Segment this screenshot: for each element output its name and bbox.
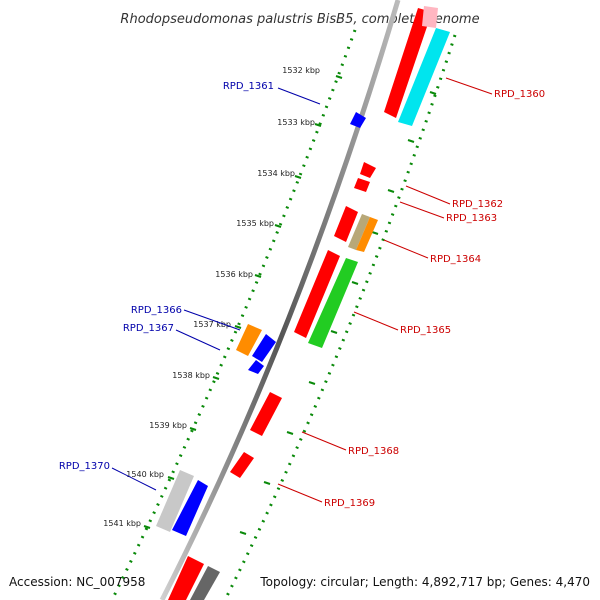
gene-rpd-1370-blue[interactable] (172, 480, 208, 536)
gene-label-rpd-1368[interactable]: RPD_1368 (348, 446, 399, 457)
tick-marks (143, 75, 343, 529)
tick-label: 1533 kbp (277, 118, 315, 127)
gene-rpd-1362[interactable] (360, 162, 376, 178)
gene-label-rpd-1366[interactable]: RPD_1366 (131, 305, 182, 316)
gene-label-rpd-1365[interactable]: RPD_1365 (400, 325, 451, 336)
gene-rpd-1364-orange[interactable] (356, 217, 378, 252)
tick-label: 1541 kbp (103, 519, 141, 528)
topology-text: Topology: circular; Length: 4,892,717 bp… (259, 575, 590, 589)
gene-rpd-1363[interactable] (354, 178, 370, 192)
gene-bottom-red[interactable] (168, 556, 204, 600)
gene-rpd-1360-red[interactable] (384, 8, 432, 118)
gene-label-rpd-1362[interactable]: RPD_1362 (452, 199, 503, 210)
tick-label: 1537 kbp (193, 320, 231, 329)
gene-rpd-1360-pink[interactable] (422, 6, 438, 28)
tick-label: 1540 kbp (126, 470, 164, 479)
outer-dotted-track (223, 34, 457, 600)
tick-label: 1538 kbp (172, 371, 210, 380)
gene-rpd-1367[interactable] (252, 334, 276, 362)
gene-label-rpd-1364[interactable]: RPD_1364 (430, 254, 481, 265)
reverse-genes[interactable] (156, 112, 366, 536)
gene-label-rpd-1370[interactable]: RPD_1370 (59, 461, 110, 472)
outer-tick-marks (239, 91, 437, 535)
gene-label-rpd-1360[interactable]: RPD_1360 (494, 89, 545, 100)
inner-dotted-track (110, 29, 357, 600)
gene-label-rpd-1367[interactable]: RPD_1367 (123, 323, 174, 334)
gene-rpd-1370-grey[interactable] (156, 470, 194, 532)
gene-rpd-1369[interactable] (230, 452, 254, 478)
tick-label: 1539 kbp (149, 421, 187, 430)
genome-backbone (159, 0, 401, 600)
tick-label: 1535 kbp (236, 219, 274, 228)
gene-rpd-1365-red[interactable] (294, 250, 340, 338)
tick-label: 1532 kbp (282, 66, 320, 75)
label-connectors (111, 77, 493, 503)
forward-genes[interactable] (168, 6, 450, 600)
tick-labels: 1532 kbp 1533 kbp 1534 kbp 1535 kbp 1536… (103, 66, 320, 528)
gene-rpd-1360-cyan[interactable] (398, 28, 450, 126)
gene-red-1535[interactable] (334, 206, 358, 242)
accession-text: Accession: NC_007958 (9, 575, 145, 589)
tick-label: 1534 kbp (257, 169, 295, 178)
gene-labels: RPD_1360 RPD_1361 RPD_1362 RPD_1363 RPD_… (59, 81, 545, 509)
gene-rpd-1361[interactable] (350, 112, 366, 128)
gene-small-blue[interactable] (248, 360, 264, 374)
gene-label-rpd-1361[interactable]: RPD_1361 (223, 81, 274, 92)
gene-rpd-1366[interactable] (236, 324, 262, 356)
gene-rpd-1368[interactable] (250, 392, 282, 436)
gene-label-rpd-1369[interactable]: RPD_1369 (324, 498, 375, 509)
gene-bottom-grey[interactable] (190, 566, 220, 600)
gene-rpd-1364-tan[interactable] (348, 214, 370, 250)
tick-label: 1536 kbp (215, 270, 253, 279)
gene-rpd-1365-green[interactable] (308, 258, 358, 348)
gene-label-rpd-1363[interactable]: RPD_1363 (446, 213, 497, 224)
